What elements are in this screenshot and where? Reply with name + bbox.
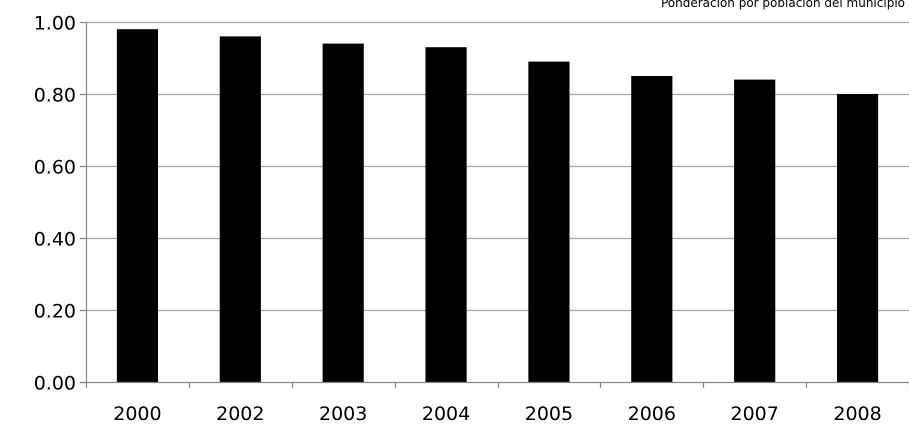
y-tick-label: 0.80 <box>34 85 76 107</box>
y-tick-label: 0.40 <box>34 229 76 251</box>
x-tick-label: 2005 <box>525 403 573 425</box>
y-tick-label: 1.00 <box>34 13 76 35</box>
bar-2005 <box>528 61 570 382</box>
x-tick-label: 2006 <box>628 403 676 425</box>
bars <box>116 29 879 383</box>
y-tick-label: 0.00 <box>34 373 76 395</box>
bar-2006 <box>631 76 673 382</box>
bar-2000 <box>116 29 159 382</box>
x-tick-label: 2000 <box>113 403 161 425</box>
x-tick-label: 2007 <box>731 403 779 425</box>
bar-2004 <box>425 47 467 382</box>
bar-2008 <box>836 94 879 382</box>
gridlines <box>86 21 909 312</box>
bar-2003 <box>322 43 364 382</box>
y-tick-label: 0.60 <box>34 157 76 179</box>
chart-annotation: Ponderación por población del municipio <box>661 0 905 10</box>
bar-2007 <box>734 79 776 382</box>
x-tick-label: 2004 <box>422 403 470 425</box>
tick-labels: 0.00 0.20 0.40 0.60 0.80 1.00 2000 2002 2003 2004… <box>34 13 882 426</box>
x-tick-label: 2003 <box>319 403 367 425</box>
axes <box>80 21 909 388</box>
x-tick-label: 2008 <box>833 403 881 425</box>
y-tick-label: 0.20 <box>34 301 76 323</box>
x-tick-label: 2002 <box>216 403 264 425</box>
bar-2002 <box>219 36 261 383</box>
